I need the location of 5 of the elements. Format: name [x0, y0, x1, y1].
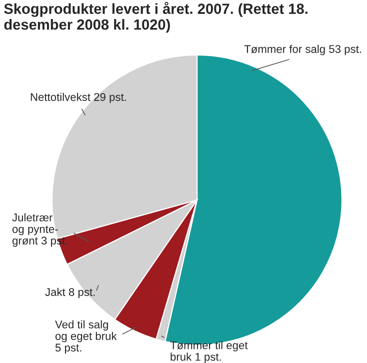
slice-label: Nettotilvekst 29 pst.: [30, 92, 126, 104]
chart-title: Skogprodukter levert i året. 2007. (Rettet 18. desember 2008 kl. 1020): [4, 2, 308, 33]
slice-label: Tømmer for salg 53 pst.: [244, 44, 361, 56]
slice-label: Ved til salg og eget bruk 5 pst.: [55, 320, 117, 354]
slice-label: Jakt 8 pst.: [45, 288, 95, 298]
